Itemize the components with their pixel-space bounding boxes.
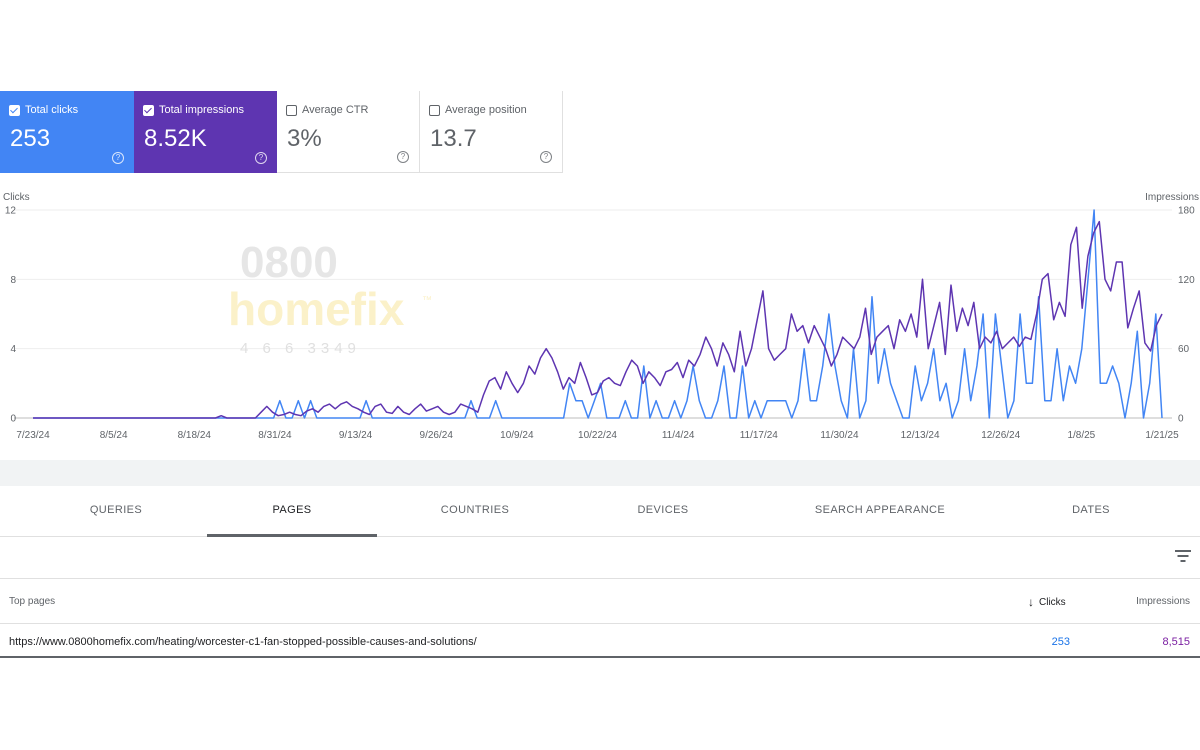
tab-search-appearance[interactable]: SEARCH APPEARANCE [814, 504, 946, 516]
x-tick-label: 10/9/24 [500, 430, 534, 441]
total-impressions-label: Total impressions [159, 104, 244, 116]
tab-pages[interactable]: PAGES [207, 486, 377, 537]
average-position-label: Average position [445, 104, 527, 116]
filter-icon[interactable] [1175, 550, 1191, 562]
x-tick-label: 1/8/25 [1067, 430, 1095, 441]
right-tick-label: 180 [1178, 206, 1195, 217]
table-toolbar [0, 537, 1200, 579]
x-tick-label: 9/26/24 [420, 430, 454, 441]
right-axis-title: Impressions [1145, 192, 1199, 203]
column-header-clicks-label: Clicks [1039, 596, 1066, 608]
x-tick-label: 11/17/24 [740, 430, 779, 441]
x-tick-label: 12/13/24 [901, 430, 940, 441]
watermark-line1: 0800 [240, 238, 338, 287]
row-clicks: 253 [1051, 636, 1070, 648]
watermark-tm: ™ [422, 295, 432, 306]
total-impressions-card[interactable]: Total impressions 8.52K ? [134, 91, 277, 173]
right-tick-label: 60 [1178, 344, 1190, 355]
table-row[interactable]: https://www.0800homefix.com/heating/worc… [0, 624, 1200, 658]
x-tick-label: 11/4/24 [662, 430, 695, 441]
total-clicks-label: Total clicks [25, 104, 79, 116]
total-impressions-value: 8.52K [144, 125, 207, 152]
total-clicks-card[interactable]: Total clicks 253 ? [0, 91, 134, 173]
x-tick-label: 7/23/24 [16, 430, 50, 441]
series-line-total-impressions [33, 220, 1163, 419]
total-impressions-checkbox[interactable] [143, 104, 154, 116]
left-tick-label: 8 [10, 275, 16, 286]
performance-chart-svg: 0800 homefix ™ 4 6 6 3349 0 0 4 60 8 120 12 180… [5, 206, 1195, 442]
watermark-logo: 0800 homefix ™ 4 6 6 3349 [228, 238, 432, 357]
x-tick-label: 10/22/24 [578, 430, 617, 441]
left-tick-label: 0 [10, 414, 16, 425]
right-tick-label: 0 [1178, 414, 1184, 425]
left-tick-label: 12 [5, 206, 17, 217]
column-header-impressions[interactable]: Impressions [1136, 596, 1190, 607]
help-icon[interactable]: ? [112, 152, 124, 164]
help-icon[interactable]: ? [540, 151, 552, 163]
right-tick-label: 120 [1178, 275, 1195, 286]
table-header: Top pages ↓ Clicks Impressions [0, 579, 1200, 624]
page-url[interactable]: https://www.0800homefix.com/heating/worc… [9, 636, 477, 648]
average-ctr-card[interactable]: Average CTR 3% ? [277, 91, 420, 173]
total-clicks-checkbox[interactable] [9, 104, 20, 116]
average-ctr-value: 3% [287, 125, 322, 152]
average-position-card[interactable]: Average position 13.7 ? [420, 91, 563, 173]
left-tick-label: 4 [10, 344, 16, 355]
x-tick-label: 12/26/24 [981, 430, 1020, 441]
column-header-top-pages[interactable]: Top pages [9, 596, 56, 607]
tab-dates[interactable]: DATES [1072, 504, 1110, 516]
metric-cards: Total clicks 253 ? Total impressions 8.5… [0, 91, 563, 173]
average-position-value: 13.7 [430, 125, 477, 152]
x-tick-label: 11/30/24 [820, 430, 859, 441]
tab-countries[interactable]: COUNTRIES [440, 504, 510, 516]
tab-queries[interactable]: QUERIES [89, 504, 143, 516]
watermark-line2: homefix [228, 283, 405, 335]
average-ctr-label: Average CTR [302, 104, 369, 116]
help-icon[interactable]: ? [397, 151, 409, 163]
x-tick-label: 8/5/24 [100, 430, 128, 441]
help-icon[interactable]: ? [255, 152, 267, 164]
series-line-total-clicks [33, 209, 1163, 419]
watermark-phone: 4 6 6 3349 [240, 340, 361, 357]
sort-down-icon: ↓ [1028, 595, 1034, 609]
section-divider [0, 460, 1200, 486]
x-tick-label: 8/18/24 [178, 430, 212, 441]
left-axis-title: Clicks [3, 192, 30, 203]
average-ctr-checkbox[interactable] [286, 104, 297, 116]
total-clicks-value: 253 [10, 125, 51, 152]
x-tick-label: 8/31/24 [258, 430, 292, 441]
performance-chart: 0800 homefix ™ 4 6 6 3349 0 0 4 60 8 120 12 180… [0, 185, 1200, 460]
row-impressions: 8,515 [1162, 636, 1190, 648]
column-header-clicks[interactable]: ↓ Clicks [1028, 595, 1066, 609]
tab-devices[interactable]: DEVICES [637, 504, 689, 516]
dimension-tabs: QUERIES PAGES COUNTRIES DEVICES SEARCH A… [0, 486, 1200, 537]
x-tick-label: 9/13/24 [339, 430, 373, 441]
x-tick-label: 1/21/25 [1145, 430, 1179, 441]
average-position-checkbox[interactable] [429, 104, 440, 116]
